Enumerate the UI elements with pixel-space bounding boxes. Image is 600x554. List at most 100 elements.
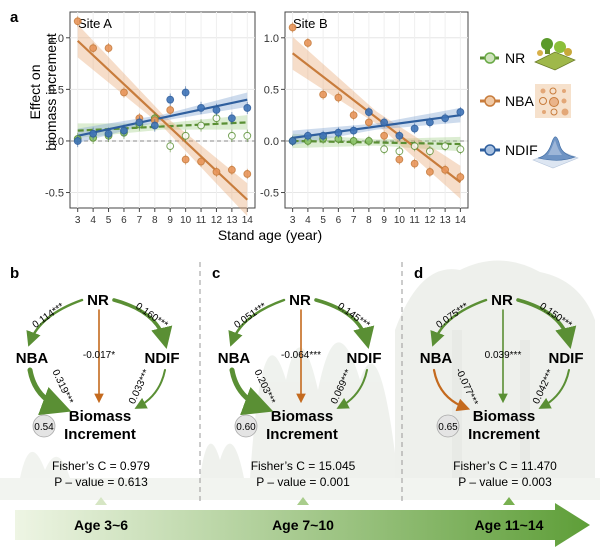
node-nba: NBA [218, 350, 251, 367]
site-b-ndif-point [303, 131, 312, 140]
site-b-nba-point [441, 165, 450, 174]
arrow-nr-to-ndif [314, 298, 375, 350]
site-b-ndif-point [380, 118, 389, 127]
r2-value: 0.60 [236, 422, 256, 433]
site-a-ndif-point [227, 114, 236, 123]
arrow-nr-to-ndif [112, 298, 173, 350]
site-b-nba-point [380, 131, 389, 140]
site-a-ndif-point [243, 104, 252, 112]
site-b-ndif-point [364, 108, 373, 116]
panel-d-label: d [414, 265, 423, 282]
site-b-x-tick-label: 6 [336, 215, 342, 226]
site-b-plot: Site B -0.5 0.0 0.5 1.0 3 4 5 6 7 8 9 10 11 12 13 14 [260, 11, 469, 226]
site-a-nba-point [73, 17, 82, 26]
site-b-nr-point [441, 142, 450, 151]
bubble-grid-icon [535, 84, 571, 118]
site-a-plot-area [69, 11, 256, 209]
node-nba: NBA [420, 350, 453, 367]
site-b-x-tick-label: 7 [351, 215, 357, 226]
site-b-title: Site B [293, 16, 328, 31]
site-b-x-tick-label: 3 [290, 215, 296, 226]
forest-plot-icon [534, 38, 576, 71]
site-b-ndif-point [319, 131, 328, 140]
site-a-ndif-point [89, 129, 98, 138]
site-a-nba-point [181, 155, 190, 164]
r2-badge [436, 414, 460, 438]
coef-nr-biomass: 0.039*** [485, 350, 522, 361]
site-a-x-tick-label: 9 [167, 215, 173, 226]
arrow-nr-to-nba [430, 298, 488, 347]
fisher-c: Fisher’s C = 15.045 [251, 459, 356, 473]
site-b-x-tick-label: 4 [305, 215, 311, 226]
arrow-nba-to-biomass [229, 367, 274, 416]
site-a-x-tick-label: 12 [211, 215, 223, 226]
p-value: P – value = 0.003 [458, 475, 552, 489]
p-value: P – value = 0.613 [54, 475, 148, 489]
site-a-y-tick-label: 0.5 [49, 84, 64, 96]
age-label-1: Age 3~6 [74, 517, 128, 533]
site-b-ndif-point [349, 126, 358, 135]
coef-nr-nba: 0.114*** [31, 301, 67, 331]
legend-label-nba: NBA [505, 93, 534, 109]
site-b-nr-point [410, 142, 419, 151]
site-b-x-tick-label: 5 [320, 215, 326, 226]
y-axis-label-line1: Effect on [27, 64, 43, 119]
node-biomass: Biomass [473, 408, 536, 425]
site-b-x-tick-label: 8 [366, 215, 372, 226]
node-increment: Increment [64, 426, 136, 443]
site-b-y-tick-label: 1.0 [264, 33, 279, 45]
site-a-ndif-point [150, 121, 159, 130]
node-ndif: NDIF [347, 350, 382, 367]
site-a-x-tick-label: 5 [106, 215, 112, 226]
arrow-nba-to-biomass [432, 368, 471, 412]
site-b-ndif-point [456, 108, 465, 116]
coef-nr-ndif: 0.160*** [133, 301, 169, 331]
node-increment: Increment [468, 426, 540, 443]
y-axis-label-line2: biomass increment [43, 33, 59, 151]
site-a-x-tick-label: 10 [180, 215, 192, 226]
site-a-x-tick-label: 3 [75, 215, 81, 226]
site-a-y-tick-label: -0.5 [45, 188, 64, 200]
legend-item-nba: NBA [480, 84, 571, 118]
coef-nr-biomass: -0.064*** [281, 350, 321, 361]
arrow-nr-to-nba [228, 298, 286, 347]
node-biomass: Biomass [271, 408, 334, 425]
site-b-y-tick-label: 0.5 [264, 84, 279, 96]
site-b-x-tick-label: 13 [440, 215, 452, 226]
node-nr: NR [87, 292, 109, 309]
legend: NR NBA [480, 38, 579, 169]
site-b-ndif-point [395, 131, 404, 140]
site-a-ndif-point [120, 126, 128, 135]
site-b-ndif-point [441, 114, 450, 123]
site-b-y-tick-label: 0.0 [264, 136, 279, 148]
site-a-nba-point [89, 44, 98, 53]
site-b-nba-point [425, 167, 434, 176]
site-a-title: Site A [78, 16, 112, 31]
age-label-2: Age 7~10 [272, 517, 334, 533]
site-b-nba-point [303, 39, 312, 47]
site-a-ndif-point [197, 104, 205, 112]
fisher-c: Fisher’s C = 0.979 [52, 459, 150, 473]
site-b-nba-point [364, 118, 373, 127]
site-b-ndif-point [425, 118, 434, 127]
site-a-ndif-point [212, 106, 221, 114]
legend-item-nr: NR [480, 38, 576, 71]
site-a-nr-point [243, 131, 252, 140]
node-nr: NR [289, 292, 311, 309]
arrow-ndif-to-biomass [538, 369, 570, 409]
site-b-x-tick-label: 10 [394, 215, 406, 226]
site-b-plot-area [284, 11, 469, 209]
x-axis-label: Stand age (year) [218, 227, 322, 243]
legend-label-ndif: NDIF [505, 142, 538, 158]
site-a-nba-point [120, 88, 128, 97]
site-b-nr-point [364, 137, 373, 145]
age-label-3: Age 11~14 [475, 517, 544, 533]
site-a-nba-point [212, 167, 221, 176]
site-b-nr-point [425, 147, 434, 156]
site-b-nr-point [395, 147, 404, 156]
site-a-nba-point [104, 44, 113, 53]
site-a-y-tick-label: 0.0 [49, 136, 64, 148]
site-b-y-tick-label: -0.5 [260, 188, 279, 200]
site-a-x-tick-label: 6 [121, 215, 127, 226]
